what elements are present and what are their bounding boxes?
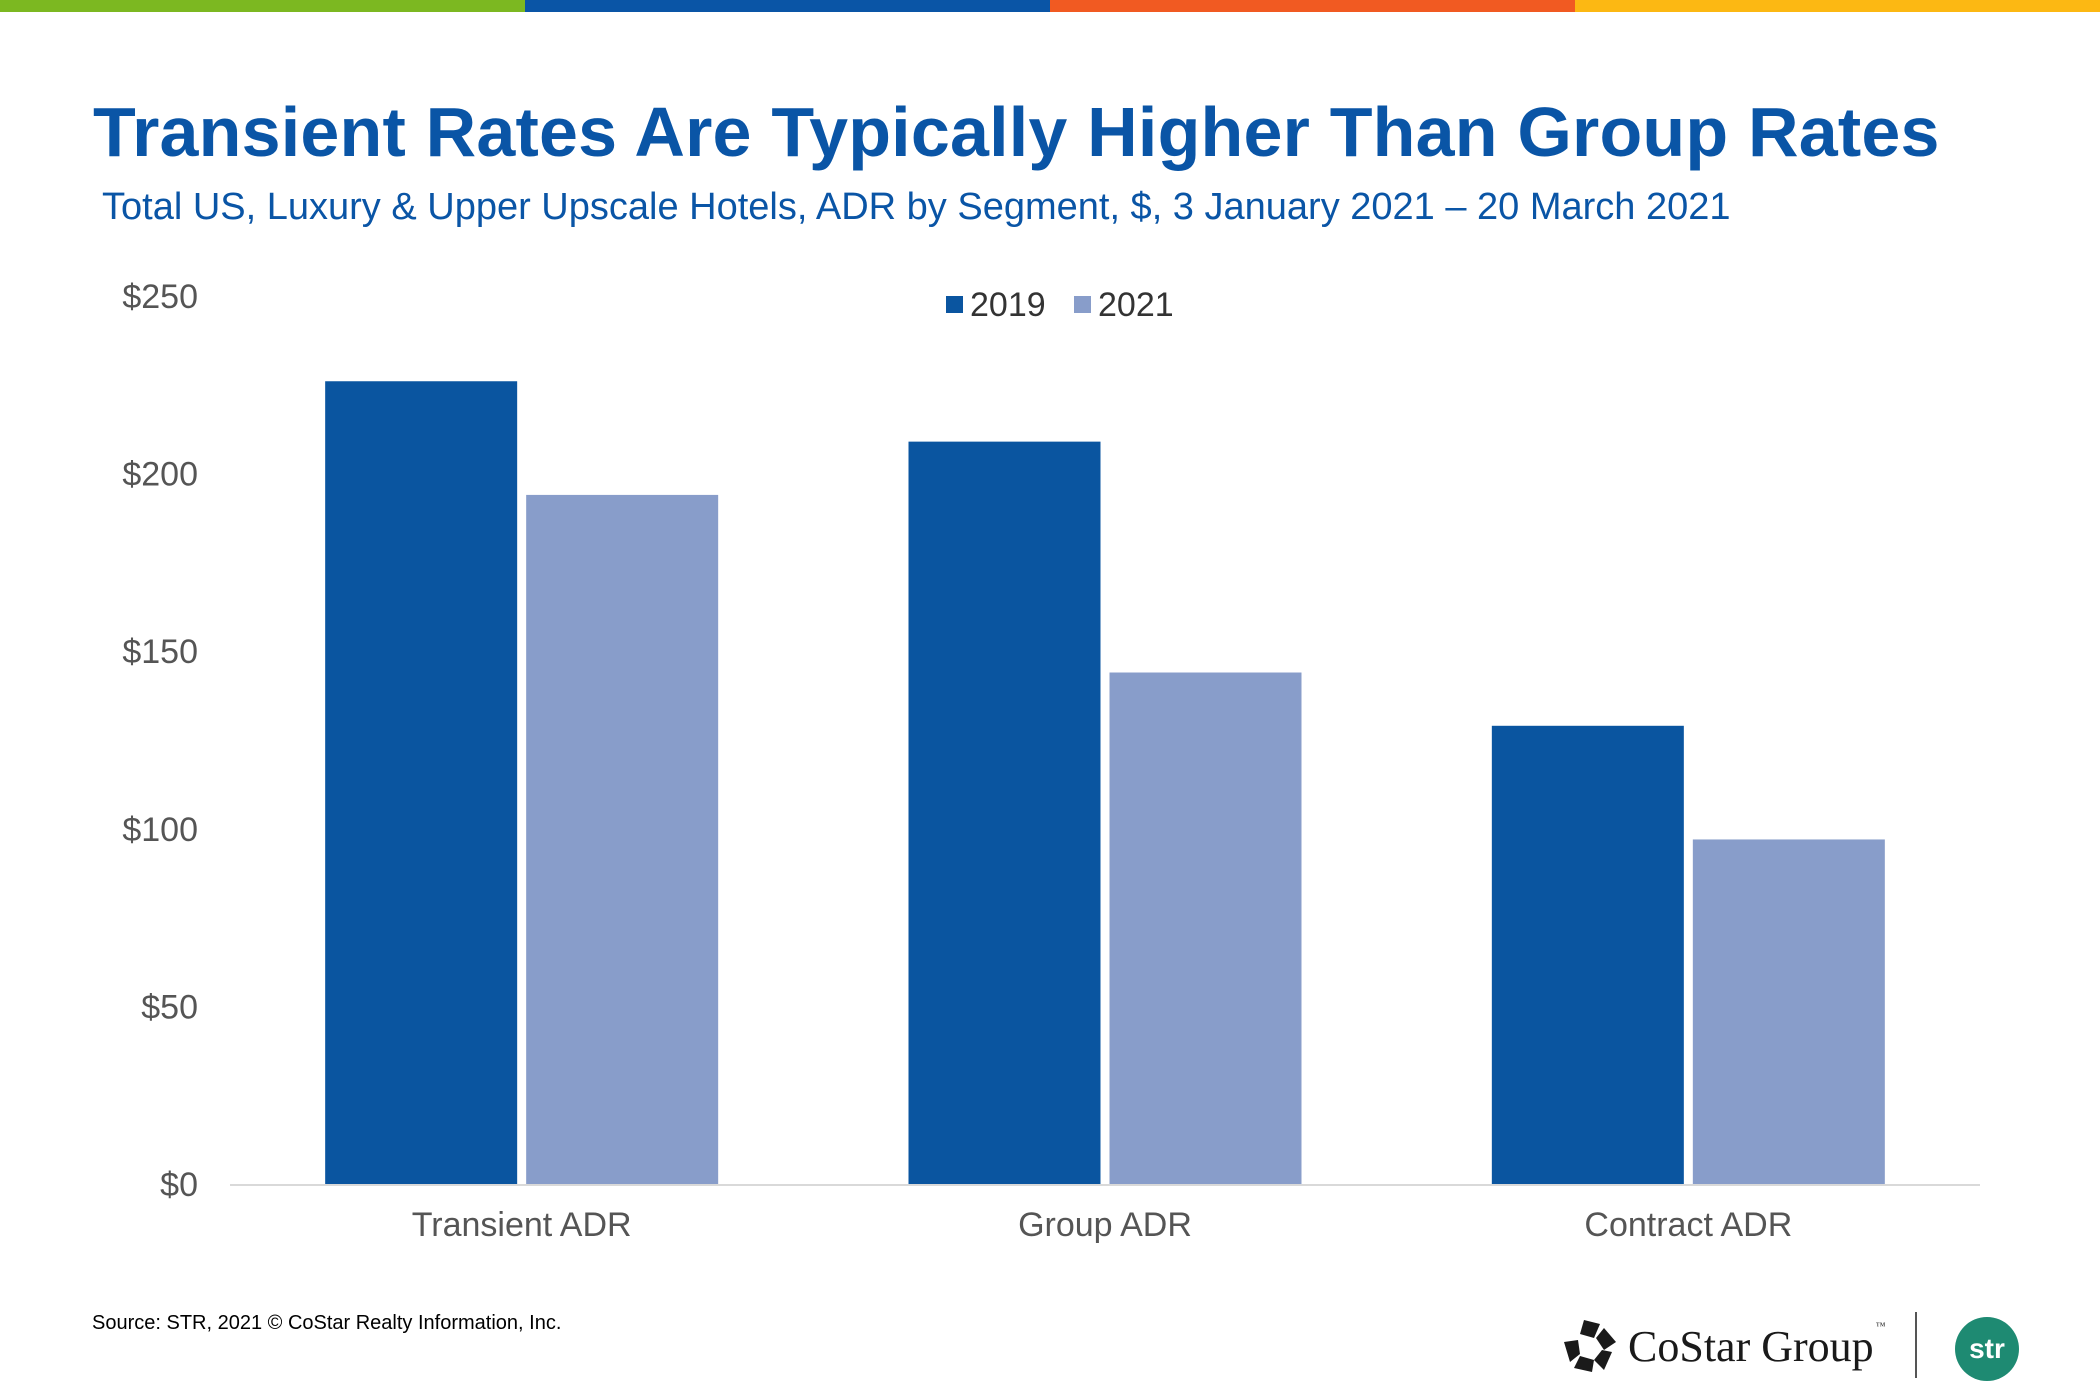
bar-2021-transient-adr [526, 494, 719, 1184]
stripe-orange [1050, 0, 1575, 12]
bar-chart: $0 $50 $100 $150 $200 $250 Transient ADR Group… [122, 278, 1980, 1244]
legend: 2019 2021 [946, 286, 1174, 324]
chart-subtitle: Total US, Luxury & Upper Upscale Hotels,… [102, 186, 1731, 228]
x-axis: Transient ADR Group ADR Contract ADR [412, 1206, 1793, 1244]
bar-2019-contract-adr [1491, 725, 1684, 1184]
costar-star-icon [1564, 1320, 1616, 1372]
bar-2021-group-adr [1109, 672, 1302, 1184]
stripe-green [0, 0, 525, 12]
y-tick-label: $250 [122, 278, 198, 316]
str-logo: str [1955, 1317, 2019, 1381]
bar-2021-contract-adr [1692, 839, 1885, 1184]
x-tick-label: Contract ADR [1584, 1206, 1792, 1244]
y-tick-label: $50 [141, 988, 198, 1026]
bar-2019-group-adr [908, 441, 1101, 1184]
chart-title: Transient Rates Are Typically Higher Tha… [93, 93, 1940, 171]
bar-2019-transient-adr [325, 381, 518, 1184]
legend-label-2021: 2021 [1098, 286, 1174, 324]
x-tick-label: Group ADR [1018, 1206, 1192, 1244]
top-color-stripe [0, 0, 2100, 12]
y-axis: $0 $50 $100 $150 $200 $250 [122, 278, 198, 1204]
costar-group-logo: CoStar Group ™ [1562, 1316, 1885, 1376]
stripe-blue [525, 0, 1050, 12]
x-tick-label: Transient ADR [412, 1206, 632, 1244]
trademark-symbol: ™ [1875, 1320, 1886, 1332]
bar-group [325, 381, 1885, 1184]
costar-logo-text: CoStar Group [1628, 1321, 1874, 1371]
y-tick-label: $0 [160, 1166, 198, 1204]
y-tick-label: $150 [122, 633, 198, 671]
y-tick-label: $100 [122, 811, 198, 849]
source-note: Source: STR, 2021 © CoStar Realty Inform… [92, 1312, 562, 1334]
legend-swatch-2019 [946, 296, 963, 313]
y-tick-label: $200 [122, 456, 198, 494]
stripe-yellow [1575, 0, 2100, 12]
legend-label-2019: 2019 [970, 286, 1046, 324]
logo-divider [1915, 1312, 1917, 1378]
legend-swatch-2021 [1074, 296, 1091, 313]
